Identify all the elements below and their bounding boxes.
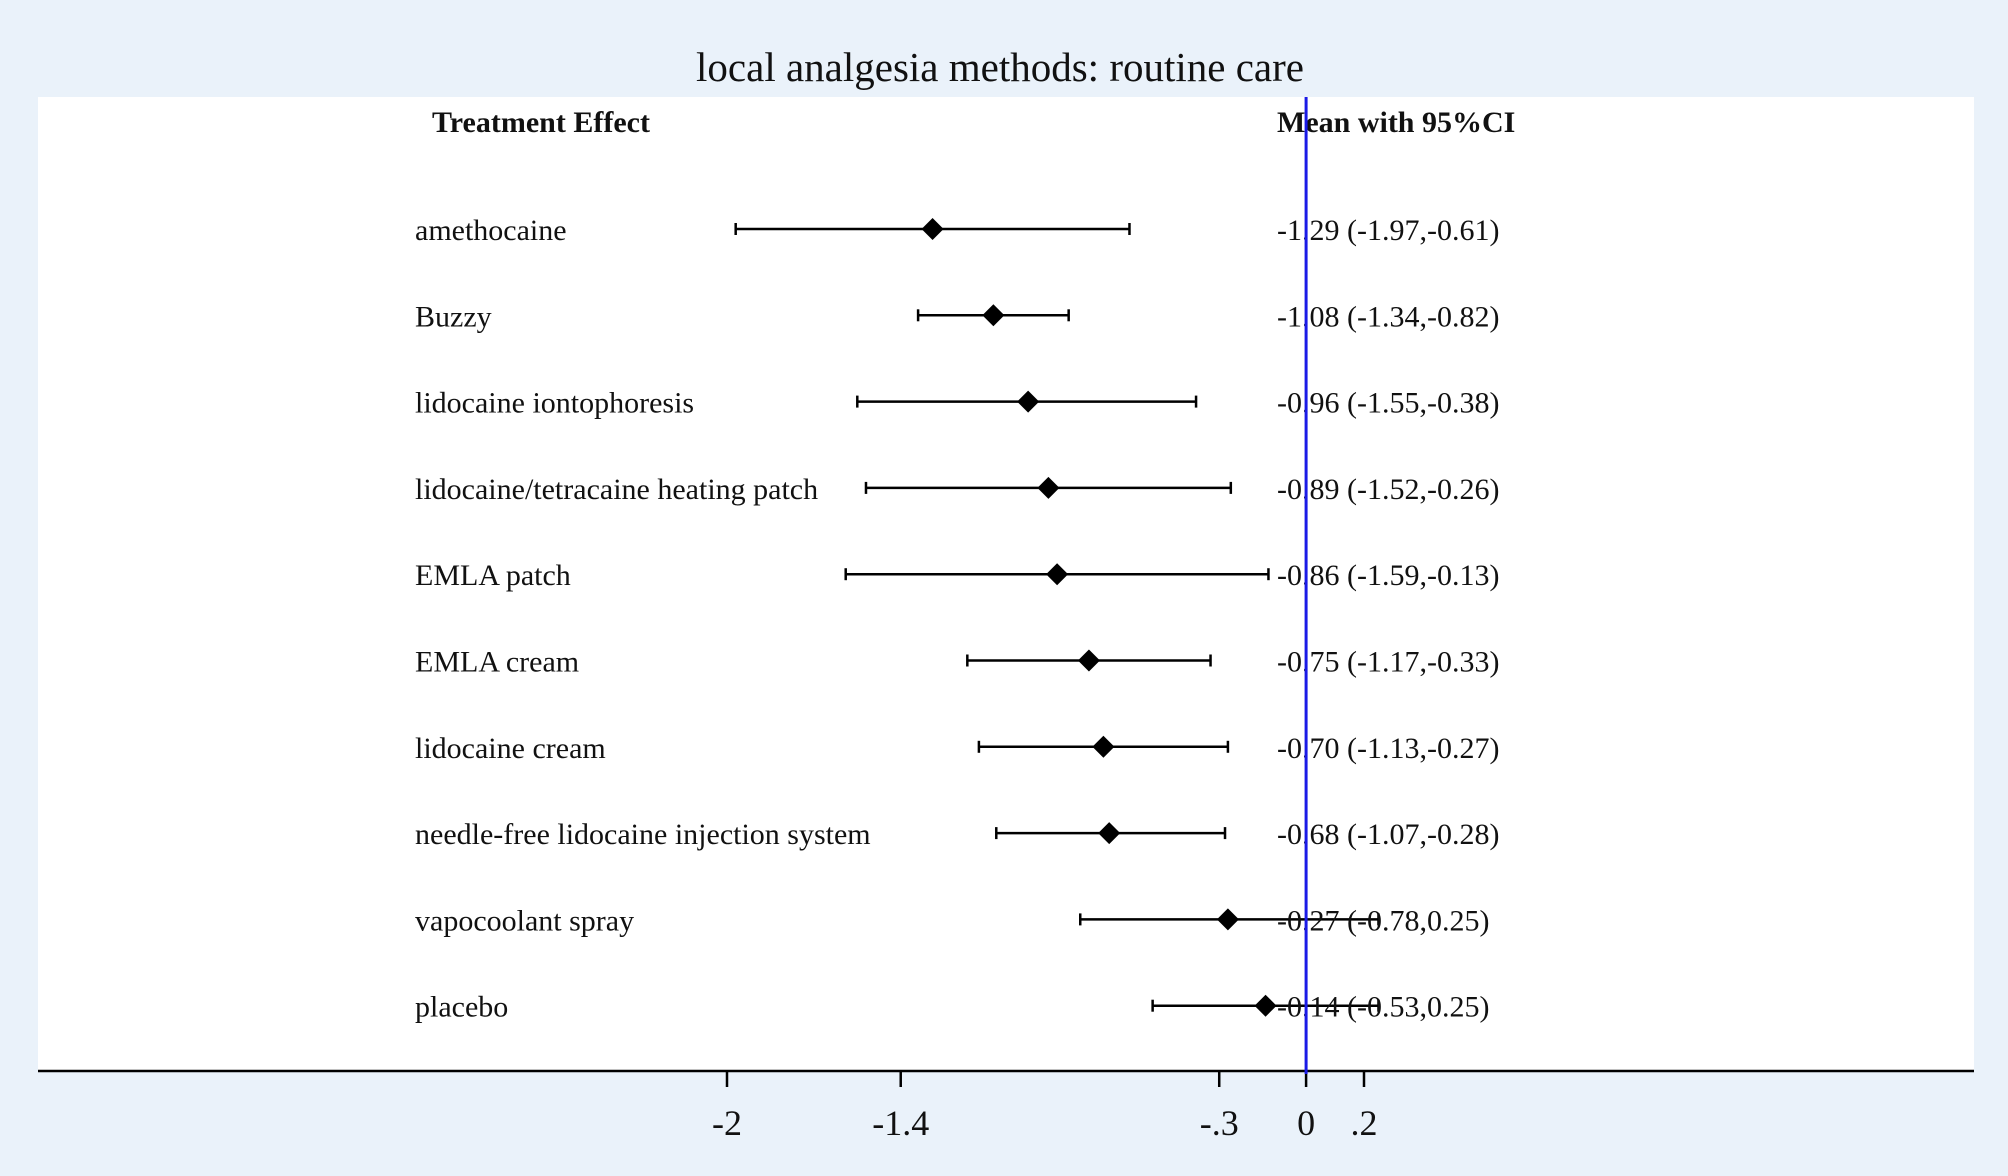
mean-marker bbox=[982, 304, 1005, 327]
x-axis-ticks: -2 -1.4 -.3 0 .2 bbox=[712, 1071, 1378, 1143]
x-tick-label: 0 bbox=[1297, 1103, 1315, 1143]
mean-marker bbox=[1098, 822, 1121, 845]
row-label: needle-free lidocaine injection system bbox=[415, 818, 871, 851]
row-label: lidocaine cream bbox=[415, 732, 606, 765]
forest-row: EMLA cream -0.75 (-1.17,-0.33) bbox=[415, 646, 1499, 679]
estimate-column-header: Mean with 95%CI bbox=[1277, 106, 1515, 139]
x-tick-label: -.3 bbox=[1200, 1103, 1239, 1143]
mean-marker bbox=[1092, 735, 1115, 758]
forest-row: needle-free lidocaine injection system -0… bbox=[415, 818, 1499, 851]
plot-panel bbox=[38, 97, 1974, 1071]
row-estimate: -0.70 (-1.13,-0.27) bbox=[1277, 732, 1499, 765]
forest-rows: amethocaine -1.29 (-1.97,-0.61) Buzzy -1.08… bbox=[415, 214, 1499, 1024]
mean-marker bbox=[921, 218, 944, 240]
row-estimate: -0.89 (-1.52,-0.26) bbox=[1277, 473, 1499, 506]
row-label: lidocaine iontophoresis bbox=[415, 387, 694, 420]
forest-row: lidocaine iontophoresis -0.96 (-1.55,-0.3… bbox=[415, 387, 1499, 420]
mean-marker bbox=[1017, 390, 1040, 413]
row-estimate: -1.29 (-1.97,-0.61) bbox=[1277, 214, 1499, 247]
forest-row: lidocaine/tetracaine heating patch -0.89 … bbox=[415, 473, 1499, 506]
label-column-header: Treatment Effect bbox=[432, 106, 650, 139]
row-estimate: -0.14 (-0.53,0.25) bbox=[1277, 991, 1489, 1024]
mean-marker bbox=[1216, 908, 1239, 931]
row-label: Buzzy bbox=[415, 300, 492, 333]
x-tick-label: -2 bbox=[712, 1103, 742, 1143]
forest-row: placebo -0.14 (-0.53,0.25) bbox=[415, 991, 1489, 1024]
row-label: vapocoolant spray bbox=[415, 904, 634, 937]
x-tick-label: .2 bbox=[1351, 1103, 1378, 1143]
row-estimate: -0.68 (-1.07,-0.28) bbox=[1277, 818, 1499, 851]
mean-marker bbox=[1046, 563, 1069, 586]
row-label: amethocaine bbox=[415, 214, 567, 247]
forest-row: Buzzy -1.08 (-1.34,-0.82) bbox=[415, 300, 1499, 333]
forest-row: amethocaine -1.29 (-1.97,-0.61) bbox=[415, 214, 1499, 247]
row-estimate: -0.75 (-1.17,-0.33) bbox=[1277, 646, 1499, 679]
row-estimate: -1.08 (-1.34,-0.82) bbox=[1277, 300, 1499, 333]
forest-row: EMLA patch -0.86 (-1.59,-0.13) bbox=[415, 559, 1499, 592]
row-label: EMLA cream bbox=[415, 646, 579, 679]
row-label: EMLA patch bbox=[415, 559, 571, 592]
x-tick-label: -1.4 bbox=[872, 1103, 929, 1143]
mean-marker bbox=[1254, 994, 1277, 1017]
chart-title: local analgesia methods: routine care bbox=[696, 44, 1304, 90]
forest-row: lidocaine cream -0.70 (-1.13,-0.27) bbox=[415, 732, 1499, 765]
mean-marker bbox=[1077, 649, 1100, 672]
row-label: lidocaine/tetracaine heating patch bbox=[415, 473, 818, 506]
row-label: placebo bbox=[415, 991, 508, 1024]
forest-row: vapocoolant spray -0.27 (-0.78,0.25) bbox=[415, 904, 1489, 937]
row-estimate: -0.96 (-1.55,-0.38) bbox=[1277, 387, 1499, 420]
row-estimate: -0.27 (-0.78,0.25) bbox=[1277, 904, 1489, 937]
mean-marker bbox=[1037, 476, 1060, 499]
row-estimate: -0.86 (-1.59,-0.13) bbox=[1277, 559, 1499, 592]
